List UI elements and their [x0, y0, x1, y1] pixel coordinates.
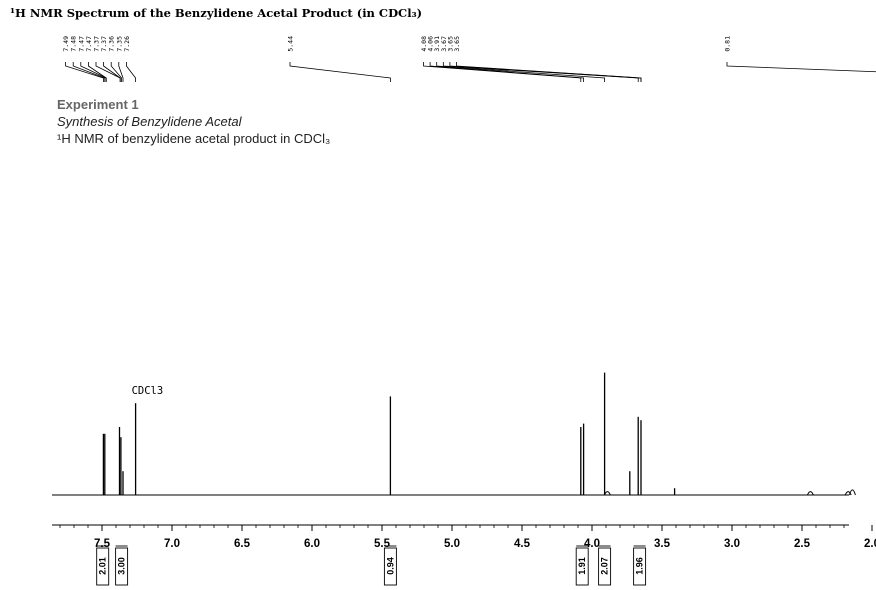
x-axis: 7.57.06.56.05.55.04.54.03.53.02.52.01.51…	[52, 524, 876, 550]
annotation-group: CDCl3	[132, 385, 164, 397]
integral-group: 2.013.000.941.912.071.962.94	[96, 545, 647, 586]
peak-label: 7.47	[77, 36, 85, 52]
peak-label: 4.06	[427, 36, 435, 52]
peak-label-connector	[436, 62, 605, 82]
peak-label: 7.35	[115, 36, 123, 52]
x-tick-label: 3.5	[654, 538, 671, 550]
peak-label-connector	[126, 62, 136, 82]
x-tick-label: 4.0	[584, 538, 600, 550]
experiment-title: Experiment 1	[57, 97, 139, 112]
integral-value: 1.96	[635, 557, 645, 575]
integral-box	[575, 547, 589, 586]
peak-label: 7.26	[123, 36, 131, 52]
spectrum-peak	[848, 489, 856, 496]
peak-label-connector	[88, 62, 107, 82]
spectrum-peak	[806, 491, 814, 496]
integral-value: 2.07	[600, 557, 610, 575]
x-tick-label: 7.5	[94, 538, 111, 550]
chart-title: ¹H NMR Spectrum of the Benzylidene Aceta…	[10, 6, 423, 20]
x-tick-label: 5.5	[374, 538, 391, 550]
x-tick-label: 7.0	[164, 538, 180, 550]
peak-label: 3.65	[446, 36, 454, 52]
peak-label: 4.08	[420, 36, 428, 52]
peak-label: 3.91	[433, 36, 441, 52]
integral-value: 1.91	[577, 557, 587, 575]
integral-box	[383, 547, 397, 586]
peak-label: 7.36	[108, 36, 116, 52]
x-tick-label: 2.0	[864, 538, 876, 550]
integral-value: 2.01	[98, 557, 108, 575]
peak-label: 7.37	[100, 36, 108, 52]
x-tick-label: 4.5	[514, 538, 531, 550]
peak-label: 7.48	[70, 36, 78, 52]
peak-label: 7.37	[93, 36, 101, 52]
integral-value: 3.00	[117, 557, 127, 575]
spectrum-peak	[844, 491, 852, 496]
x-tick-label: 3.0	[724, 538, 740, 550]
integral-value: 0.94	[385, 557, 395, 575]
x-tick-label: 6.0	[304, 538, 320, 550]
x-tick-label: 6.5	[234, 538, 251, 550]
integral-box	[633, 547, 647, 586]
peak-label-connector	[726, 62, 876, 73]
peak-lines	[102, 372, 856, 496]
peak-label-connector	[72, 62, 106, 82]
peak-label-group: 7.49 7.48 7.47 7.47 7.37 7.37 7.36 7.35 7.26 5.44…	[62, 36, 876, 82]
peak-label: 3.67	[440, 36, 448, 52]
x-tick-labels: 7.57.06.56.05.55.04.54.03.53.02.52.01.51…	[94, 538, 876, 550]
peak-label: 7.49	[62, 36, 70, 52]
integral-box	[115, 547, 129, 586]
peak-label-connector	[65, 62, 104, 82]
peak-label-connector	[118, 62, 124, 82]
experiment-description: ¹H NMR of benzylidene acetal product in …	[57, 131, 331, 146]
peak-label-connector	[103, 62, 121, 82]
peak-label: 3.65	[453, 36, 461, 52]
spectrum-peak	[603, 491, 611, 496]
experiment-subtitle: Synthesis of Benzylidene Acetal	[57, 114, 242, 129]
x-tick-label: 2.5	[794, 538, 811, 550]
integral-box	[598, 547, 612, 586]
integral-box	[96, 547, 110, 586]
peak-label-connector	[429, 62, 584, 82]
x-tick-label: 5.0	[444, 538, 460, 550]
peak-label: 7.47	[85, 36, 93, 52]
peak-label: 5.44	[287, 36, 295, 52]
peak-label-connector	[456, 62, 642, 82]
peak-label-connector	[110, 62, 122, 82]
peak-label-connector	[289, 62, 391, 82]
peak-label: 0.81	[724, 36, 732, 52]
solvent-annotation: CDCl3	[132, 385, 164, 397]
